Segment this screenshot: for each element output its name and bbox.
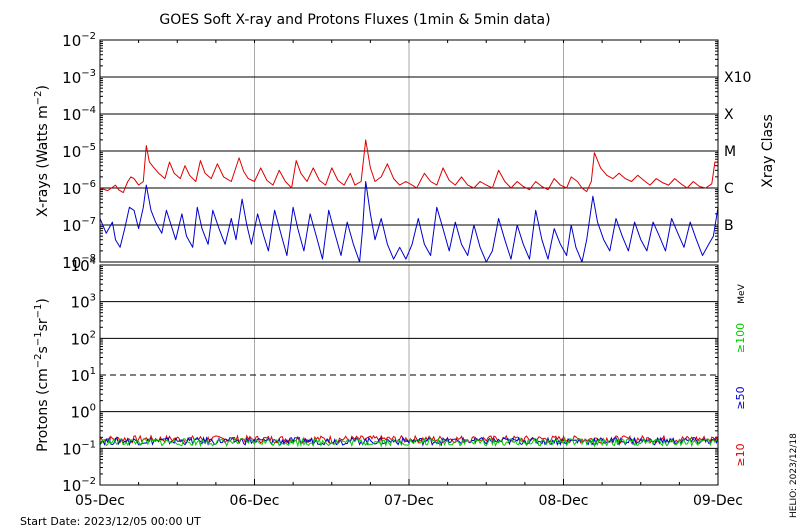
start-date-label: Start Date: 2023/12/05 00:00 UT <box>20 515 201 528</box>
time-tick-label: 08-Dec <box>539 493 589 509</box>
proton-energy-unit: MeV <box>737 283 747 303</box>
proton-tick-label: 100 <box>71 403 96 422</box>
proton-energy-label: ≥100 <box>734 323 747 353</box>
time-tick-label: 09-Dec <box>693 493 743 509</box>
xray-axis-title: X-rays (Watts m−2) <box>33 85 51 217</box>
xray-tick-label: 10−4 <box>62 105 96 124</box>
time-axis: 05-Dec 06-Dec 07-Dec 08-Dec 09-Dec <box>75 40 743 509</box>
xray-tick-label: 10−3 <box>62 68 96 87</box>
xray-class-label: B <box>724 218 734 234</box>
time-tick-label: 06-Dec <box>230 493 280 509</box>
time-tick-label: 05-Dec <box>75 493 125 509</box>
proton-tick-label: 101 <box>71 366 96 385</box>
xray-series-line-0 <box>99 139 718 194</box>
xray-series-line-1 <box>99 181 719 263</box>
proton-tick-label: 10−2 <box>62 476 96 495</box>
xray-tick-label: 10−8 <box>62 253 96 272</box>
xray-class-axis-title: Xray Class <box>760 114 776 188</box>
proton-tick-label: 10−1 <box>62 439 96 458</box>
chart-title: GOES Soft X-ray and Protons Fluxes (1min… <box>159 12 550 28</box>
xray-class-label: X <box>724 107 734 123</box>
proton-energy-label: ≥50 <box>734 386 747 409</box>
xray-class-label: C <box>724 181 734 197</box>
xray-class-label: X10 <box>724 70 751 86</box>
xray-tick-label: 10−5 <box>62 142 96 161</box>
xray-panel: 10−2 10−3 10−4 10−5 10−6 10−7 10−8 X10 X M C B Xray … <box>33 31 776 272</box>
xray-tick-label: 10−2 <box>62 31 96 50</box>
proton-tick-label: 102 <box>71 329 96 348</box>
proton-panel: 104 103 102 101 100 10−1 10−2 ≥100 ≥50 ≥10 MeV Prot… <box>33 256 747 495</box>
proton-tick-label: 103 <box>71 293 96 312</box>
xray-tick-label: 10−7 <box>62 216 96 235</box>
proton-axis-title: Protons (cm−2s−1sr−1) <box>33 298 51 452</box>
xray-class-label: M <box>724 144 736 160</box>
xray-tick-label: 10−6 <box>62 179 96 198</box>
proton-energy-label: ≥10 <box>734 443 747 466</box>
credit-label: HELIO: 2023/12/18 <box>789 433 799 518</box>
time-tick-label: 07-Dec <box>384 493 434 509</box>
proton-series-line-2 <box>99 437 719 448</box>
proton-tick-label: 104 <box>71 256 96 275</box>
